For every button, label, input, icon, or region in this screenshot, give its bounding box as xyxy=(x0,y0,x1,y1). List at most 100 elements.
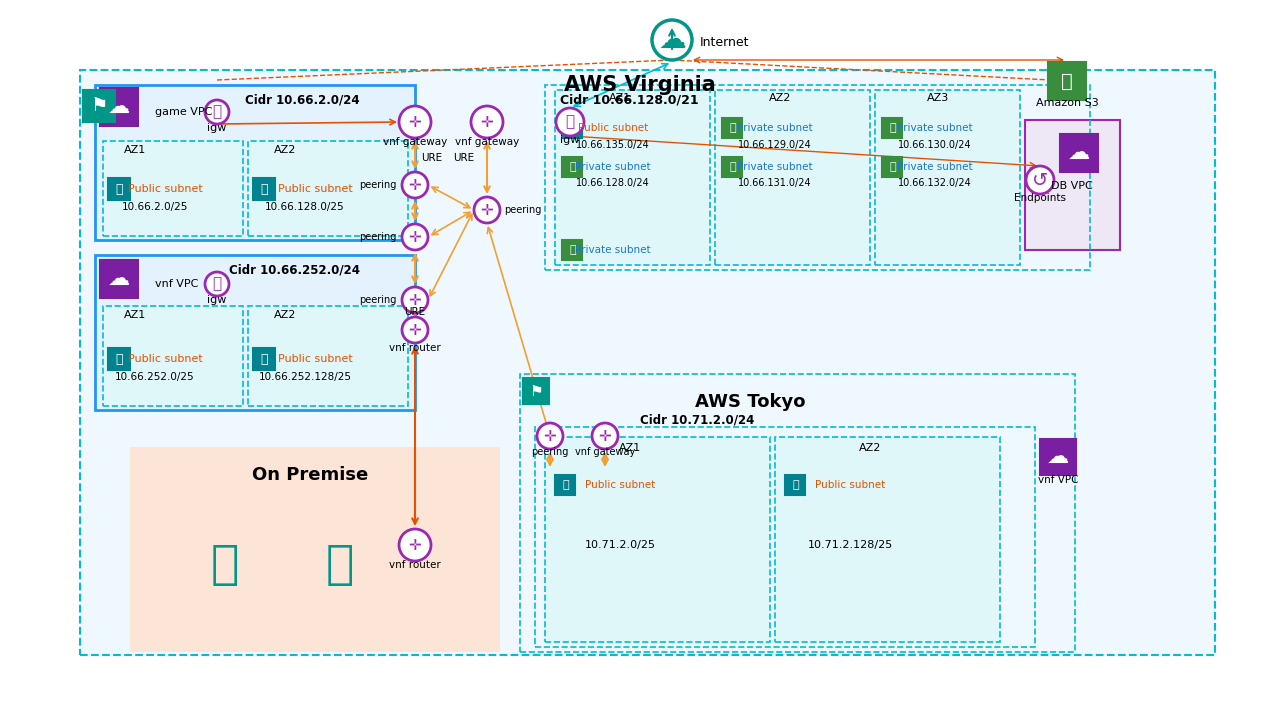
Text: 🔒: 🔒 xyxy=(730,123,736,133)
Text: Private subnet: Private subnet xyxy=(897,162,973,172)
Bar xyxy=(1039,439,1076,475)
Bar xyxy=(83,90,115,122)
Bar xyxy=(108,348,131,370)
Text: 10.66.252.0/25: 10.66.252.0/25 xyxy=(115,372,195,382)
Text: ✛: ✛ xyxy=(480,114,493,130)
Text: ✛: ✛ xyxy=(480,202,493,217)
Bar xyxy=(253,348,275,370)
Text: 🔒: 🔒 xyxy=(563,480,570,490)
Bar xyxy=(722,118,742,138)
Text: vnf router: vnf router xyxy=(389,343,440,353)
Text: Endpoints: Endpoints xyxy=(1014,193,1066,203)
Text: 🔒: 🔒 xyxy=(570,245,576,255)
Circle shape xyxy=(471,106,503,138)
Circle shape xyxy=(652,20,692,60)
Text: AZ1: AZ1 xyxy=(124,145,146,155)
Text: 👤: 👤 xyxy=(326,542,355,588)
Bar xyxy=(882,118,902,138)
Text: ✛: ✛ xyxy=(408,230,421,245)
Text: 10.66.131.0/24: 10.66.131.0/24 xyxy=(739,178,812,188)
Text: vnf VPC: vnf VPC xyxy=(1038,475,1078,485)
Text: igw: igw xyxy=(561,135,580,145)
Text: ↺: ↺ xyxy=(1032,171,1048,189)
Text: AZ1: AZ1 xyxy=(124,310,146,320)
Text: AZ2: AZ2 xyxy=(769,93,791,103)
Bar xyxy=(774,437,1000,642)
Circle shape xyxy=(399,106,431,138)
Text: 10.66.2.0/25: 10.66.2.0/25 xyxy=(122,202,188,212)
Circle shape xyxy=(205,100,229,124)
Text: 🔒: 🔒 xyxy=(792,480,799,490)
Text: 10.66.129.0/24: 10.66.129.0/24 xyxy=(739,140,812,150)
Bar xyxy=(562,240,582,260)
Text: Public subnet: Public subnet xyxy=(128,354,202,364)
Text: 10.71.2.128/25: 10.71.2.128/25 xyxy=(808,540,892,550)
Text: AWS Tokyo: AWS Tokyo xyxy=(695,393,805,411)
Text: Private subnet: Private subnet xyxy=(897,123,973,133)
Circle shape xyxy=(474,197,500,223)
Text: peering: peering xyxy=(531,447,568,457)
Circle shape xyxy=(402,172,428,198)
Text: Cidr 10.66.2.0/24: Cidr 10.66.2.0/24 xyxy=(246,94,360,107)
Bar xyxy=(108,178,131,200)
Text: Private subnet: Private subnet xyxy=(737,123,813,133)
Text: peering: peering xyxy=(360,295,397,305)
Bar xyxy=(81,70,1215,655)
Text: ✛: ✛ xyxy=(599,428,612,444)
Bar xyxy=(253,178,275,200)
Text: 🗑: 🗑 xyxy=(1061,71,1073,91)
Text: 🔒: 🔒 xyxy=(115,182,123,196)
Bar xyxy=(882,157,902,177)
Text: 🔒: 🔒 xyxy=(570,123,576,133)
Text: ✛: ✛ xyxy=(408,292,421,307)
Text: ✛: ✛ xyxy=(544,428,557,444)
Text: 🔒: 🔒 xyxy=(890,162,896,172)
Bar xyxy=(535,427,1036,647)
Text: 🔒: 🔒 xyxy=(260,182,268,196)
Bar xyxy=(785,475,805,495)
Text: Cidr 10.66.252.0/24: Cidr 10.66.252.0/24 xyxy=(229,264,360,276)
Text: URE: URE xyxy=(453,153,475,163)
Bar xyxy=(248,306,408,406)
Text: Public subnet: Public subnet xyxy=(278,354,352,364)
Text: 🔒: 🔒 xyxy=(260,353,268,366)
Text: igw: igw xyxy=(207,295,227,305)
Text: ☁: ☁ xyxy=(658,26,686,54)
Text: ก: ก xyxy=(212,104,221,120)
Circle shape xyxy=(205,272,229,296)
Text: vnf router: vnf router xyxy=(389,560,440,570)
Bar xyxy=(520,374,1075,652)
Text: 🔒: 🔒 xyxy=(115,353,123,366)
Text: ✛: ✛ xyxy=(408,114,421,130)
Bar xyxy=(1025,120,1120,250)
Text: 🖥: 🖥 xyxy=(211,542,239,588)
Text: URE: URE xyxy=(404,307,425,317)
Text: 10.66.135.0/24: 10.66.135.0/24 xyxy=(576,140,650,150)
Circle shape xyxy=(591,423,618,449)
Text: peering: peering xyxy=(360,180,397,190)
Text: ☁: ☁ xyxy=(108,97,131,117)
Circle shape xyxy=(399,529,431,561)
Text: vnf gateway: vnf gateway xyxy=(383,137,447,147)
Text: AZ1: AZ1 xyxy=(609,93,631,103)
Text: igw: igw xyxy=(207,123,227,133)
Bar xyxy=(1060,134,1098,172)
Text: vnf VPC: vnf VPC xyxy=(155,279,198,289)
Text: URE: URE xyxy=(421,153,443,163)
Circle shape xyxy=(402,287,428,313)
Bar xyxy=(95,85,415,240)
Text: Cidr 10.71.2.0/24: Cidr 10.71.2.0/24 xyxy=(640,413,754,426)
Circle shape xyxy=(556,108,584,136)
Text: 🔒: 🔒 xyxy=(570,162,576,172)
Text: AZ2: AZ2 xyxy=(274,145,296,155)
Text: Amazon S3: Amazon S3 xyxy=(1036,98,1098,108)
Text: ✛: ✛ xyxy=(408,323,421,338)
Text: ⚑: ⚑ xyxy=(529,384,543,398)
Text: AWS Virginia: AWS Virginia xyxy=(564,75,716,95)
Text: vnf gateway: vnf gateway xyxy=(454,137,520,147)
Text: game VPC: game VPC xyxy=(155,107,212,117)
Bar xyxy=(102,306,243,406)
Bar xyxy=(562,118,582,138)
Text: Public subnet: Public subnet xyxy=(585,480,655,490)
Text: Private subnet: Private subnet xyxy=(575,162,650,172)
